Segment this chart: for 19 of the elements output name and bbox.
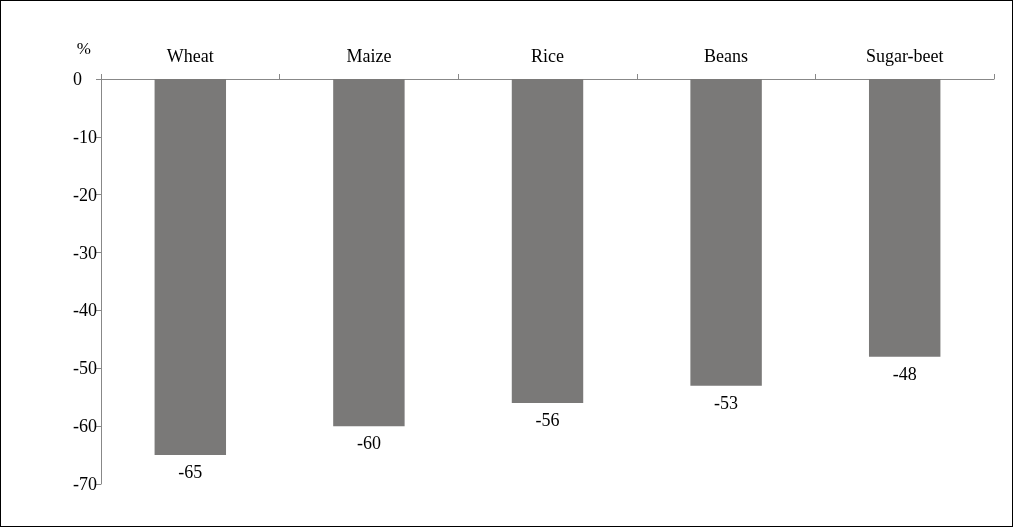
x-tick-label: Beans bbox=[704, 46, 749, 66]
y-tick-label: -20 bbox=[73, 184, 97, 205]
x-tick-label: Sugar-beet bbox=[865, 46, 944, 66]
x-tick-label: Wheat bbox=[166, 46, 214, 66]
y-tick-label: -50 bbox=[73, 358, 97, 379]
x-tick-label: Maize bbox=[346, 46, 392, 66]
data-label: -65 bbox=[178, 462, 203, 483]
y-tick-label: 0 bbox=[73, 69, 82, 89]
y-tick-label: -30 bbox=[73, 242, 97, 263]
y-tick-label: -40 bbox=[73, 300, 97, 321]
data-label: -53 bbox=[714, 392, 739, 413]
y-axis-title: % bbox=[76, 39, 91, 58]
y-tick-label: -70 bbox=[73, 474, 97, 494]
data-label: -60 bbox=[356, 433, 381, 454]
y-tick-label: -60 bbox=[73, 416, 97, 437]
data-label: -56 bbox=[535, 410, 560, 430]
data-label: -48 bbox=[892, 363, 917, 384]
y-tick-label: -10 bbox=[73, 126, 97, 147]
x-tick-label: Rice bbox=[531, 46, 564, 66]
